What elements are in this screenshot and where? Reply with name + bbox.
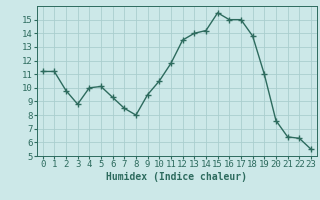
X-axis label: Humidex (Indice chaleur): Humidex (Indice chaleur) (106, 172, 247, 182)
